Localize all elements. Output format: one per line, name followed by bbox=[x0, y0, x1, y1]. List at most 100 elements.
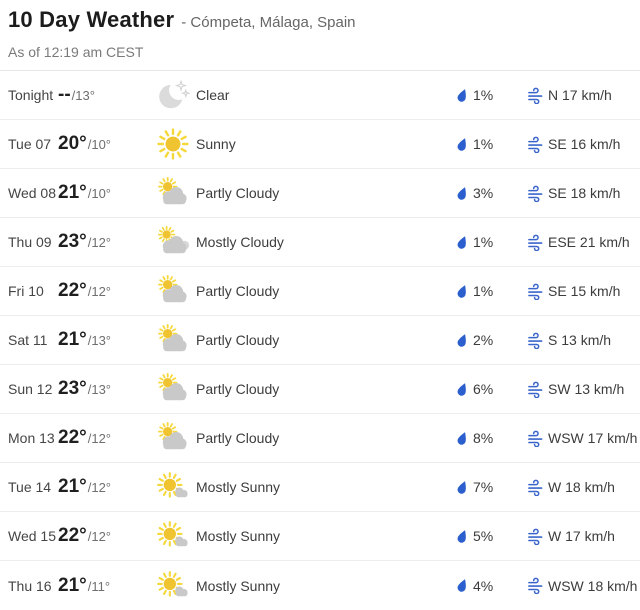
wind-icon bbox=[528, 332, 543, 349]
temperature-group: 21° /12° bbox=[58, 476, 156, 498]
temperature-group: 22° /12° bbox=[58, 280, 156, 302]
low-temp: /12° bbox=[87, 480, 112, 495]
precipitation-value: 1% bbox=[473, 234, 494, 250]
wind-group: W 17 km/h bbox=[527, 528, 622, 545]
page-title: 10 Day Weather bbox=[8, 7, 175, 32]
wind-icon bbox=[528, 430, 543, 447]
wind-group: ESE 21 km/h bbox=[527, 234, 630, 251]
raindrop-icon bbox=[457, 431, 466, 445]
location-label[interactable]: - Cómpeta, Málaga, Spain bbox=[181, 14, 356, 31]
wind-icon bbox=[528, 234, 543, 251]
partly-cloudy-icon bbox=[156, 372, 190, 406]
low-temp: /13° bbox=[71, 88, 95, 103]
condition-label: Mostly Sunny bbox=[196, 577, 281, 594]
wind-icon bbox=[528, 185, 543, 202]
precipitation-value: 3% bbox=[473, 185, 494, 201]
wind-group: SE 18 km/h bbox=[527, 185, 622, 202]
wind-value: SE 15 km/h bbox=[548, 283, 621, 299]
raindrop-icon bbox=[457, 382, 466, 396]
raindrop-icon bbox=[457, 186, 466, 200]
partly-cloudy-icon bbox=[156, 274, 190, 308]
forecast-row[interactable]: Sun 12 23° /13° Partly Cloudy 6% SW 13 k… bbox=[0, 365, 640, 414]
precipitation-group: 1% bbox=[457, 87, 527, 103]
wind-value: W 17 km/h bbox=[548, 528, 615, 544]
temperature-group: 21° /10° bbox=[58, 182, 156, 204]
forecast-row[interactable]: Tue 14 21° /12° Mostly Sunny 7% W 18 km/… bbox=[0, 463, 640, 512]
partly-cloudy-icon bbox=[156, 323, 190, 357]
title-line: 10 Day Weather - Cómpeta, Málaga, Spain bbox=[8, 5, 632, 38]
high-temp: 21° bbox=[58, 476, 87, 497]
wind-icon bbox=[528, 479, 543, 496]
precipitation-group: 4% bbox=[457, 578, 527, 594]
mostly-sunny-icon bbox=[156, 569, 190, 603]
wind-value: W 18 km/h bbox=[548, 479, 615, 495]
wind-value: WSW 17 km/h bbox=[548, 430, 638, 446]
day-label: Mon 13 bbox=[8, 430, 55, 446]
condition-label: Sunny bbox=[196, 136, 236, 152]
wind-icon bbox=[528, 381, 543, 398]
precipitation-group: 1% bbox=[457, 136, 527, 152]
wind-icon bbox=[528, 577, 543, 594]
condition-label: Mostly Sunny bbox=[196, 479, 281, 495]
forecast-row[interactable]: Wed 15 22° /12° Mostly Sunny 5% W 17 km/… bbox=[0, 512, 640, 561]
forecast-row[interactable]: Tonight -- /13° Clear 1% N 17 km/h bbox=[0, 71, 640, 120]
day-label: Sat 11 bbox=[8, 332, 48, 348]
temperature-group: 23° /13° bbox=[58, 378, 156, 400]
condition-label: Partly Cloudy bbox=[196, 283, 280, 299]
partly-cloudy-icon bbox=[156, 176, 190, 210]
forecast-row[interactable]: Thu 09 23° /12° Mostly Cloudy 1% ESE 21 … bbox=[0, 218, 640, 267]
precipitation-value: 7% bbox=[473, 479, 494, 495]
wind-value: SW 13 km/h bbox=[548, 381, 625, 397]
wind-group: WSW 18 km/h bbox=[527, 577, 637, 594]
low-temp: /12° bbox=[87, 431, 112, 446]
precipitation-group: 8% bbox=[457, 430, 527, 446]
forecast-list: Tonight -- /13° Clear 1% N 17 km/h Tue 0… bbox=[0, 71, 640, 610]
high-temp: 23° bbox=[58, 231, 87, 252]
precipitation-group: 5% bbox=[457, 528, 527, 544]
day-label: Thu 16 bbox=[8, 577, 52, 594]
wind-icon bbox=[528, 283, 543, 300]
condition-label: Partly Cloudy bbox=[196, 185, 280, 201]
day-label: Thu 09 bbox=[8, 234, 52, 250]
precipitation-group: 7% bbox=[457, 479, 527, 495]
forecast-row[interactable]: Mon 13 22° /12° Partly Cloudy 8% WSW 17 … bbox=[0, 414, 640, 463]
wind-icon bbox=[528, 136, 543, 153]
precipitation-group: 1% bbox=[457, 283, 527, 299]
wind-icon bbox=[528, 87, 543, 104]
low-temp: /12° bbox=[87, 235, 112, 250]
day-label: Wed 08 bbox=[8, 185, 56, 201]
precipitation-value: 8% bbox=[473, 430, 494, 446]
day-label: Tonight bbox=[8, 87, 54, 103]
condition-label: Mostly Cloudy bbox=[196, 234, 284, 250]
raindrop-icon bbox=[457, 529, 466, 543]
sunny-icon bbox=[156, 127, 190, 161]
forecast-row[interactable]: Wed 08 21° /10° Partly Cloudy 3% SE 18 k… bbox=[0, 169, 640, 218]
wind-value: N 17 km/h bbox=[548, 87, 612, 103]
high-temp: 21° bbox=[58, 329, 87, 350]
temperature-group: 21° /13° bbox=[58, 329, 156, 351]
wind-group: SE 15 km/h bbox=[527, 283, 622, 300]
low-temp: /13° bbox=[87, 382, 112, 397]
forecast-row[interactable]: Thu 16 21° /11° Mostly Sunny 4% WSW 18 k… bbox=[0, 561, 640, 610]
wind-group: SW 13 km/h bbox=[527, 381, 625, 398]
wind-value: S 13 km/h bbox=[548, 332, 612, 348]
precipitation-value: 5% bbox=[473, 528, 494, 544]
precipitation-value: 1% bbox=[473, 87, 494, 103]
forecast-row[interactable]: Tue 07 20° /10° Sunny 1% SE 16 km/h bbox=[0, 120, 640, 169]
mostly-sunny-icon bbox=[156, 470, 190, 504]
day-label: Tue 07 bbox=[8, 136, 52, 152]
high-temp: 22° bbox=[58, 525, 87, 546]
wind-icon bbox=[528, 528, 543, 545]
low-temp: /12° bbox=[87, 284, 112, 299]
precipitation-group: 6% bbox=[457, 381, 527, 397]
precipitation-value: 1% bbox=[473, 136, 494, 152]
partly-cloudy-icon bbox=[156, 421, 190, 455]
low-temp: /10° bbox=[87, 137, 112, 152]
temperature-group: 22° /12° bbox=[58, 525, 156, 547]
temperature-group: 22° /12° bbox=[58, 427, 156, 449]
wind-group: WSW 17 km/h bbox=[527, 430, 637, 447]
forecast-row[interactable]: Sat 11 21° /13° Partly Cloudy 2% S 13 km… bbox=[0, 316, 640, 365]
wind-value: SE 18 km/h bbox=[548, 185, 621, 201]
forecast-row[interactable]: Fri 10 22° /12° Partly Cloudy 1% SE 15 k… bbox=[0, 267, 640, 316]
